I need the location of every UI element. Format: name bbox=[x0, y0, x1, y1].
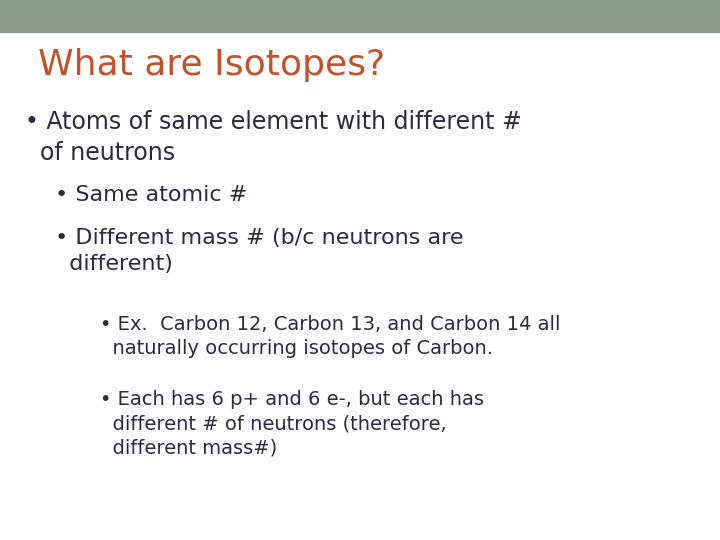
Text: • Atoms of same element with different #
  of neutrons: • Atoms of same element with different #… bbox=[25, 110, 522, 165]
Text: What are Isotopes?: What are Isotopes? bbox=[38, 48, 385, 82]
Text: • Ex.  Carbon 12, Carbon 13, and Carbon 14 all
  naturally occurring isotopes of: • Ex. Carbon 12, Carbon 13, and Carbon 1… bbox=[100, 315, 560, 358]
Text: • Same atomic #: • Same atomic # bbox=[55, 185, 248, 205]
Bar bbox=[0, 0, 720, 32]
Text: • Each has 6 p+ and 6 e-, but each has
  different # of neutrons (therefore,
  d: • Each has 6 p+ and 6 e-, but each has d… bbox=[100, 390, 484, 457]
Text: • Different mass # (b/c neutrons are
  different): • Different mass # (b/c neutrons are dif… bbox=[55, 228, 464, 274]
